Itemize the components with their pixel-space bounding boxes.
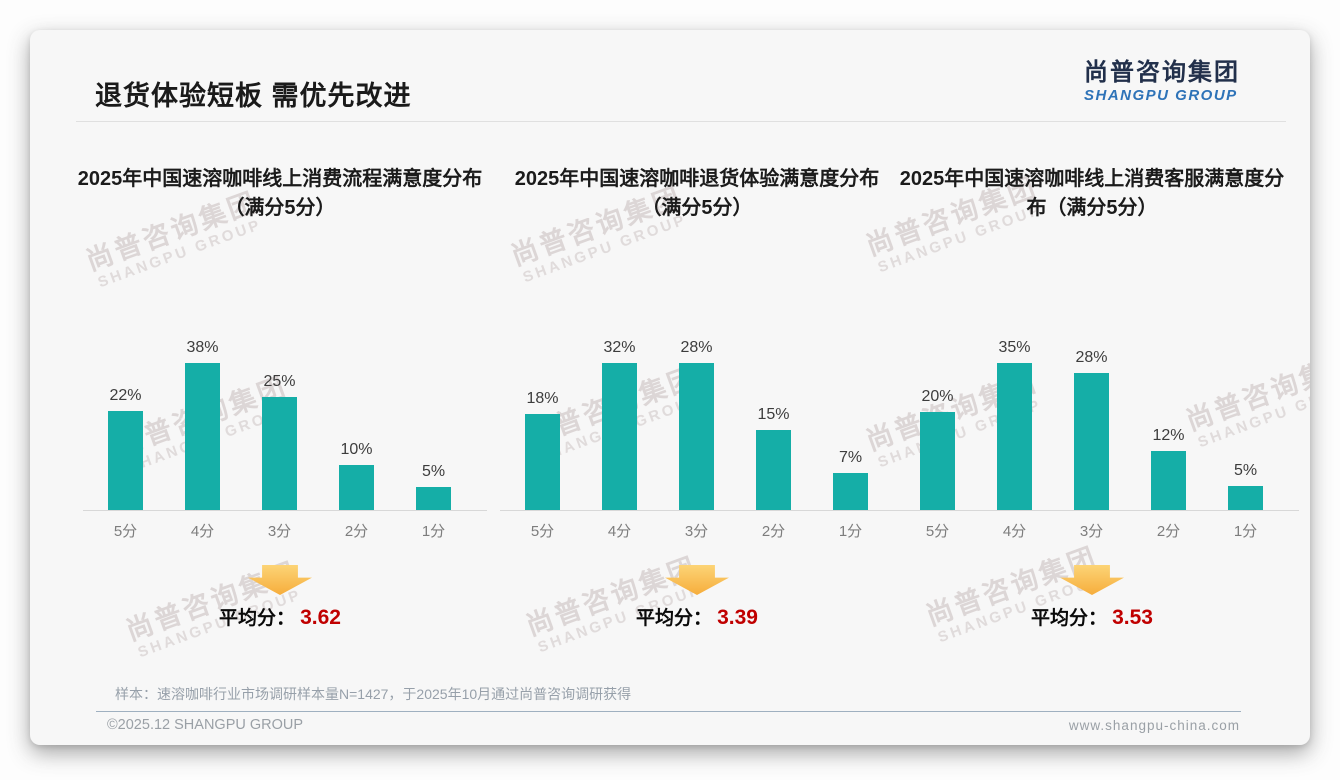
bar-group: 22% xyxy=(87,339,164,510)
bar-group: 15% xyxy=(735,339,812,510)
bar-value-label: 25% xyxy=(263,373,296,390)
x-axis-labels: 5分 4分 3分 2分 1分 xyxy=(899,520,1285,541)
bar-value-label: 22% xyxy=(109,387,142,404)
x-axis-tick-label: 4分 xyxy=(1002,523,1027,540)
bar-group: 38% xyxy=(164,339,241,510)
bar xyxy=(920,412,955,510)
bar xyxy=(1151,451,1186,510)
average-label: 平均分： xyxy=(636,608,713,629)
bar xyxy=(525,414,560,510)
bar-value-label: 20% xyxy=(921,388,954,405)
bar-group: 28% xyxy=(1053,339,1130,510)
bar-value-label: 5% xyxy=(1233,462,1258,479)
x-axis-tick-label: 1分 xyxy=(1233,523,1258,540)
chart-column-3: 2025年中国速溶咖啡线上消费客服满意度分布（满分5分） 20% 35% 28% 12%… xyxy=(882,165,1302,645)
chart-column-2: 2025年中国速溶咖啡退货体验满意度分布（满分5分） 18% 32% 28% 15% 7%… xyxy=(487,165,907,645)
chart-title: 2025年中国速溶咖啡退货体验满意度分布（满分5分） xyxy=(514,168,880,219)
x-axis-tick-label: 5分 xyxy=(530,523,555,540)
down-arrow-icon xyxy=(1060,565,1124,595)
bar-value-label: 5% xyxy=(421,463,446,480)
bar xyxy=(1228,486,1263,510)
x-axis-line xyxy=(83,510,487,511)
footer-divider xyxy=(96,711,1241,712)
company-logo: 尚普咨询集团 SHANGPU GROUP xyxy=(1084,60,1240,106)
sample-note: 样本：速溶咖啡行业市场调研样本量N=1427，于2025年10月通过尚普咨询调研… xyxy=(115,686,632,702)
bar-group: 25% xyxy=(241,339,318,510)
x-axis-labels: 5分 4分 3分 2分 1分 xyxy=(504,520,890,541)
chart-title: 2025年中国速溶咖啡线上消费客服满意度分布（满分5分） xyxy=(899,168,1285,219)
bar-value-label: 35% xyxy=(998,339,1031,356)
x-axis-tick-label: 2分 xyxy=(1156,523,1181,540)
average-value: 3.62 xyxy=(300,606,341,629)
bar xyxy=(185,363,220,510)
bar-value-label: 15% xyxy=(757,406,790,423)
bar-group: 12% xyxy=(1130,339,1207,510)
average-score-row: 平均分： 3.39 xyxy=(487,603,907,630)
x-axis-tick-label: 1分 xyxy=(838,523,863,540)
bar-value-label: 12% xyxy=(1152,427,1185,444)
average-value: 3.53 xyxy=(1112,606,1153,629)
x-axis-line xyxy=(500,510,904,511)
x-axis-tick-label: 3分 xyxy=(684,523,709,540)
chart-title: 2025年中国速溶咖啡线上消费流程满意度分布（满分5分） xyxy=(77,168,483,219)
bar-value-label: 10% xyxy=(340,441,373,458)
bar-group: 5% xyxy=(1207,339,1284,510)
average-value: 3.39 xyxy=(717,606,758,629)
page-title: 退货体验短板 需优先改进 xyxy=(95,81,412,111)
copyright-text: ©2025.12 SHANGPU GROUP xyxy=(107,717,304,733)
x-axis-tick-label: 4分 xyxy=(607,523,632,540)
x-axis-tick-label: 3分 xyxy=(1079,523,1104,540)
bar xyxy=(679,363,714,510)
down-arrow-icon xyxy=(665,565,729,595)
website-text: www.shangpu-china.com xyxy=(1068,718,1240,733)
bar xyxy=(1074,373,1109,510)
average-label: 平均分： xyxy=(219,608,296,629)
bar-value-label: 32% xyxy=(603,339,636,356)
bar-value-label: 7% xyxy=(838,449,863,466)
average-score-row: 平均分： 3.53 xyxy=(882,603,1302,630)
bar-group: 18% xyxy=(504,339,581,510)
x-axis-line xyxy=(895,510,1299,511)
bar xyxy=(416,487,451,510)
bar-value-label: 18% xyxy=(526,390,559,407)
x-axis-tick-label: 4分 xyxy=(190,523,215,540)
bar-plot: 18% 32% 28% 15% 7% xyxy=(504,339,890,510)
bar xyxy=(756,430,791,510)
bar-group: 32% xyxy=(581,339,658,510)
bar xyxy=(108,411,143,510)
bar-value-label: 28% xyxy=(1075,349,1108,366)
x-axis-tick-label: 1分 xyxy=(421,523,446,540)
chart-column-1: 2025年中国速溶咖啡线上消费流程满意度分布（满分5分） 22% 38% 25% 10%… xyxy=(70,165,490,645)
bar-group: 7% xyxy=(812,339,889,510)
bar xyxy=(262,397,297,510)
bar-plot: 22% 38% 25% 10% 5% xyxy=(87,339,473,510)
bar xyxy=(339,465,374,510)
bar xyxy=(833,473,868,510)
down-arrow-icon xyxy=(248,565,312,595)
x-axis-tick-label: 5分 xyxy=(925,523,950,540)
bar-group: 20% xyxy=(899,339,976,510)
x-axis-tick-label: 5分 xyxy=(113,523,138,540)
header-divider xyxy=(76,121,1286,122)
logo-chinese-name: 尚普咨询集团 xyxy=(1084,59,1240,86)
bar xyxy=(997,363,1032,510)
x-axis-tick-label: 2分 xyxy=(761,523,786,540)
bar-value-label: 38% xyxy=(186,339,219,356)
x-axis-labels: 5分 4分 3分 2分 1分 xyxy=(87,520,473,541)
bar-value-label: 28% xyxy=(680,339,713,356)
bar-group: 10% xyxy=(318,339,395,510)
bar-plot: 20% 35% 28% 12% 5% xyxy=(899,339,1285,510)
x-axis-tick-label: 2分 xyxy=(344,523,369,540)
logo-english-name: SHANGPU GROUP xyxy=(1084,87,1238,104)
average-label: 平均分： xyxy=(1031,608,1108,629)
bar-group: 35% xyxy=(976,339,1053,510)
bar xyxy=(602,363,637,510)
x-axis-tick-label: 3分 xyxy=(267,523,292,540)
bar-group: 28% xyxy=(658,339,735,510)
average-score-row: 平均分： 3.62 xyxy=(70,603,490,630)
bar-group: 5% xyxy=(395,339,472,510)
